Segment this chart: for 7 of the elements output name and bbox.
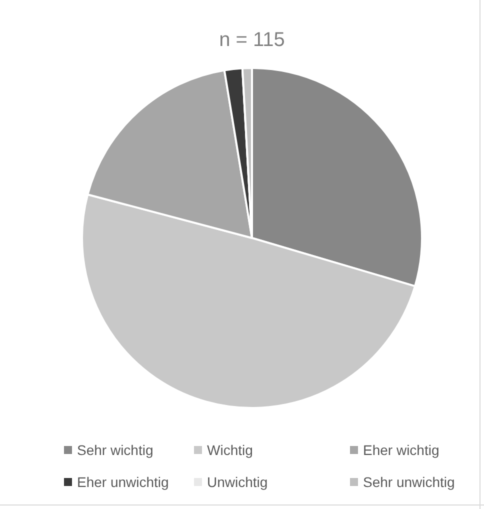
legend-label: Eher unwichtig [77, 474, 169, 490]
legend-label: Unwichtig [207, 474, 268, 490]
chart-title: n = 115 [219, 29, 285, 51]
legend-label: Sehr wichtig [77, 442, 154, 458]
legend-label: Wichtig [207, 442, 253, 458]
legend-label: Eher wichtig [363, 442, 440, 458]
legend-label: Sehr unwichtig [363, 474, 455, 490]
